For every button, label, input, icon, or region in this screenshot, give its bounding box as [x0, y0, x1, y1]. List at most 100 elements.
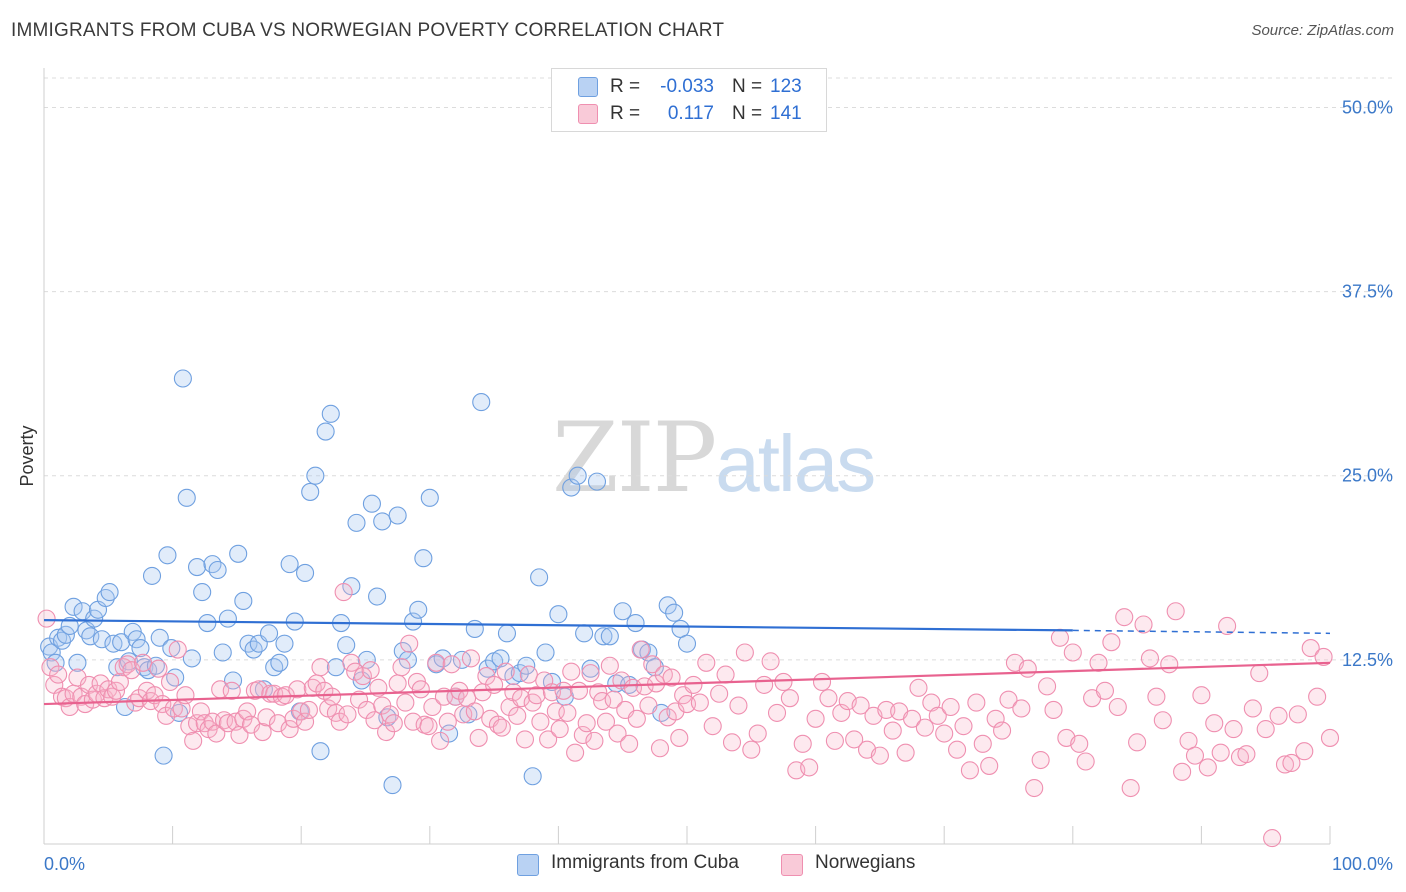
norwegian-point — [1076, 752, 1095, 771]
norwegian-point — [550, 720, 569, 739]
cuba-point — [81, 627, 100, 646]
bottom-legend-label-norwegians: Norwegians — [815, 852, 916, 873]
norwegian-point — [716, 665, 735, 684]
norwegian-point — [627, 709, 646, 728]
cuba-point — [259, 624, 279, 643]
cuba-point — [311, 742, 330, 761]
legend-swatch-norwegians — [578, 104, 598, 124]
cuba-point — [203, 555, 222, 574]
cuba-point — [549, 605, 568, 624]
norwegian-point — [1121, 778, 1140, 798]
legend-row-cuba: R = -0.033 N = 123 — [552, 74, 826, 100]
cuba-trend-line — [43, 618, 1073, 632]
norwegian-point — [419, 717, 438, 736]
norwegian-point — [323, 687, 342, 706]
norwegian-point — [1320, 728, 1340, 747]
norwegian-point — [1269, 706, 1288, 725]
norwegian-point — [1108, 697, 1127, 717]
cuba-point — [244, 640, 263, 659]
norwegian-point — [577, 714, 596, 733]
legend-swatch-cuba — [578, 77, 598, 97]
norwegian-point — [1211, 743, 1230, 762]
norwegian-point — [284, 709, 303, 728]
norwegian-point — [380, 705, 399, 724]
norwegian-point — [546, 702, 565, 721]
y-tick-label: 25.0% — [1342, 466, 1393, 486]
norwegian-point — [203, 712, 222, 731]
norwegian-point — [110, 672, 129, 692]
cuba-point — [64, 597, 83, 616]
norwegian-point — [1102, 633, 1121, 652]
norwegian-point — [1025, 778, 1044, 798]
cuba-point — [301, 482, 320, 501]
norwegian-point — [755, 675, 774, 694]
cuba-point — [472, 393, 491, 412]
cuba-point — [665, 603, 684, 622]
norwegian-point — [1301, 639, 1320, 658]
norwegian-point — [515, 730, 535, 749]
norwegian-point — [639, 696, 658, 715]
norwegian-point — [1288, 705, 1307, 724]
cuba-point — [173, 369, 192, 388]
cuba-point — [368, 587, 387, 606]
norwegian-point — [589, 683, 608, 702]
cuba-point — [373, 512, 392, 531]
legend-r-value: 0.117 — [667, 103, 714, 124]
norwegian-point — [191, 702, 210, 721]
cuba-point — [198, 613, 217, 633]
norwegian-point — [1295, 742, 1314, 761]
norwegian-point — [461, 649, 481, 668]
norwegian-point — [780, 689, 799, 708]
norwegian-point — [1153, 711, 1172, 730]
cuba-point — [362, 494, 381, 513]
norwegian-point — [581, 664, 600, 683]
x-tick-label: 0.0% — [44, 854, 85, 874]
legend-row-norwegians: R = 0.117 N = 141 — [552, 101, 826, 127]
cuba-point — [193, 583, 212, 602]
cuba-point — [162, 639, 181, 658]
cuba-point — [177, 488, 196, 507]
cuba-point — [465, 619, 484, 638]
norwegian-point — [1089, 653, 1108, 672]
norwegian-point — [253, 722, 272, 742]
cuba-point — [398, 650, 417, 669]
norwegian-point — [338, 705, 357, 724]
norwegian-point — [980, 756, 999, 775]
legend-r-label: R = — [610, 76, 641, 97]
norwegian-point — [361, 661, 380, 680]
cuba-point — [409, 600, 428, 619]
legend-n-value: 123 — [770, 76, 802, 97]
norwegian-point — [469, 728, 488, 747]
cuba-point — [626, 613, 645, 633]
cuba-point — [393, 641, 412, 661]
cuba-point — [581, 659, 600, 678]
cuba-point — [275, 634, 294, 653]
norwegian-point — [1243, 699, 1262, 718]
norwegian-point — [562, 662, 581, 681]
norwegian-point — [767, 703, 787, 722]
norwegian-point — [986, 709, 1005, 728]
cuba-point — [491, 649, 510, 668]
norwegian-point — [400, 634, 419, 653]
norwegian-point — [508, 706, 527, 725]
norwegian-point — [825, 731, 844, 750]
norwegian-point — [396, 693, 415, 712]
norwegian-point — [774, 672, 793, 692]
norwegian-point — [909, 678, 928, 697]
norwegian-point — [184, 731, 203, 750]
norwegian-point — [392, 658, 411, 677]
norwegian-point — [650, 739, 670, 758]
norwegian-point — [299, 700, 318, 720]
norwegian-point — [832, 703, 851, 722]
norwegian-point — [1031, 750, 1050, 770]
cuba-point — [229, 544, 248, 563]
cuba-point — [306, 466, 325, 485]
cuba-point — [127, 630, 146, 649]
norwegian-point — [662, 668, 681, 687]
norwegian-point — [330, 712, 349, 731]
norwegian-point — [1205, 714, 1224, 733]
norwegian-point — [600, 656, 619, 675]
norwegian-point — [870, 746, 889, 765]
norwegian-point — [37, 609, 56, 628]
norwegian-point — [928, 706, 947, 725]
